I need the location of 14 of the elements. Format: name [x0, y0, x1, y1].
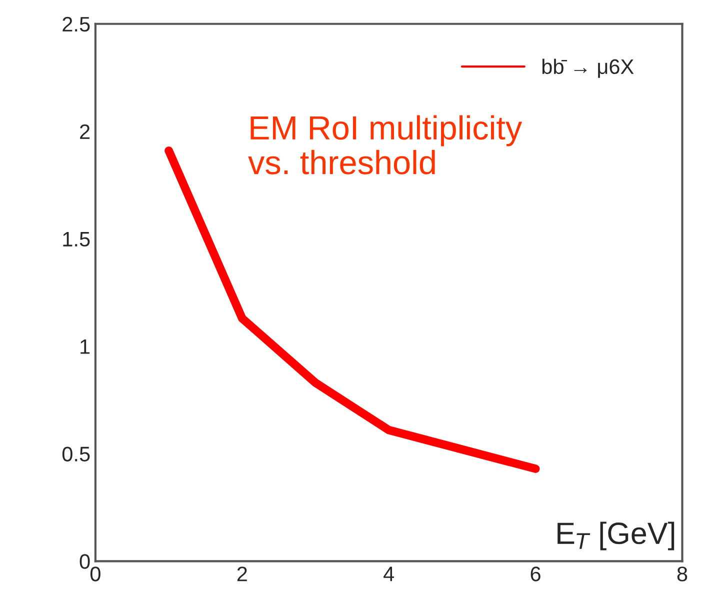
y-tick-label: 2.5 — [62, 16, 90, 32]
x-tick-label: 4 — [384, 566, 394, 582]
x-tick-label: 6 — [530, 566, 540, 582]
y-tick-label: 1.5 — [63, 232, 90, 247]
annotation: EM RoI multiplicity vs. threshold — [248, 115, 522, 174]
x-tick-label: 0 — [90, 566, 100, 582]
y-tick-label: 0 — [80, 554, 90, 569]
legend-label: bb̄ → μ6X — [542, 58, 634, 78]
x-tick-label: 2 — [237, 566, 247, 582]
x-axis-title: E$_{T}$ [GeV] — [558, 522, 674, 550]
y-tick-label: 2 — [80, 124, 90, 139]
y-tick-label: 1 — [80, 339, 90, 354]
x-tick-label: 8 — [677, 566, 688, 582]
y-tick-label: 0.5 — [62, 446, 90, 462]
